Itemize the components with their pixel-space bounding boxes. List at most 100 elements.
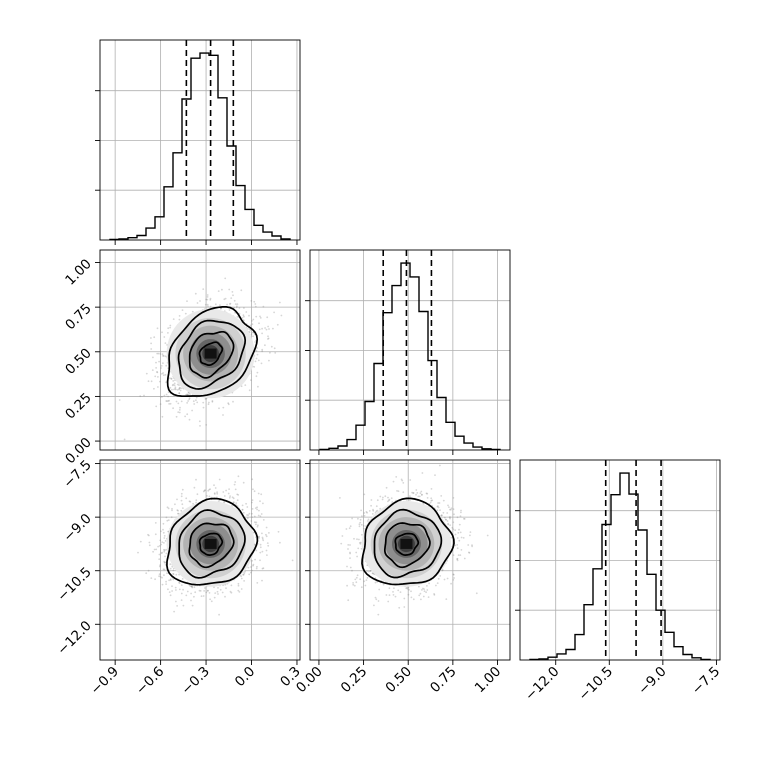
sample-point [208,592,211,594]
sample-point [232,497,235,500]
sample-point [211,400,214,402]
sample-point [163,561,166,564]
sample-point [387,496,389,499]
sample-point [167,588,169,591]
sample-point [168,579,171,582]
sample-point [195,478,197,481]
sample-point [204,398,207,400]
sample-point [217,593,219,595]
sample-point [150,577,153,579]
sample-point [242,573,245,576]
sample-point [267,335,269,338]
sample-point [191,604,194,607]
sample-point [162,355,165,357]
sample-point [402,482,405,484]
sample-point [257,514,260,517]
sample-point [228,488,231,490]
sample-point [170,377,173,380]
sample-point [251,508,254,510]
sample-point [139,540,142,543]
sample-point [154,578,157,581]
sample-point [256,565,258,568]
sample-point [169,326,172,329]
sample-point [241,317,244,319]
sample-point [167,519,170,521]
sample-point [178,409,181,411]
sample-point [163,574,165,577]
sample-point [272,327,274,330]
sample-point [161,576,163,579]
sample-point [157,545,160,548]
sample-point [237,584,240,587]
sample-point [169,594,172,597]
sample-point [206,303,209,306]
sample-point [255,349,258,352]
sample-point [460,509,462,512]
sample-point [207,403,210,406]
sample-point [204,303,207,306]
sample-point [171,509,173,512]
sample-point [409,495,411,497]
sample-point [178,392,181,395]
sample-point [214,303,217,306]
sample-point [374,581,377,584]
sample-point [158,558,161,561]
sample-point [180,599,183,601]
sample-point [254,558,256,561]
sample-point [254,507,257,509]
sample-point [221,591,224,594]
sample-point [250,379,252,381]
sample-point [291,559,294,562]
sample-point [240,289,243,292]
sample-point [185,497,188,500]
sample-point [153,387,155,390]
sample-point [251,499,254,501]
sample-point [161,541,164,543]
sample-point [222,406,225,409]
sample-point [259,546,262,549]
sample-point [246,506,249,508]
sample-point [161,353,164,356]
sample-point [227,492,230,495]
sample-point [171,388,173,391]
sample-point [209,488,212,490]
sample-point [456,537,459,539]
sample-point [202,595,205,597]
sample-point [236,305,238,308]
sample-point [150,342,153,345]
sample-point [150,380,153,383]
sample-point [252,564,254,567]
sample-point [165,364,168,367]
sample-point [156,327,159,330]
sample-point [258,509,260,512]
sample-point [262,305,265,308]
sample-point [165,393,168,396]
sample-point [253,300,256,303]
sample-point [237,475,240,478]
sample-point [179,389,182,392]
sample-point [247,566,250,569]
sample-point [173,388,175,391]
density-peak-p1-0 [204,348,217,359]
sample-point [165,583,168,585]
sample-point [266,316,269,319]
sample-point [253,490,256,493]
sample-point [171,507,173,510]
sample-point [213,596,216,599]
sample-point [160,365,163,367]
sample-point [252,318,255,321]
sample-point [163,537,166,539]
sample-point [193,403,196,405]
sample-point [180,592,183,595]
sample-point [153,336,156,339]
sample-point [155,405,158,408]
sample-point [198,589,201,592]
sample-point [195,396,198,399]
sample-point [175,388,177,391]
sample-point [171,384,174,387]
sample-point [227,402,230,405]
sample-point [361,515,363,517]
sample-point [188,418,191,421]
sample-point [166,506,169,509]
sample-point [173,384,176,387]
